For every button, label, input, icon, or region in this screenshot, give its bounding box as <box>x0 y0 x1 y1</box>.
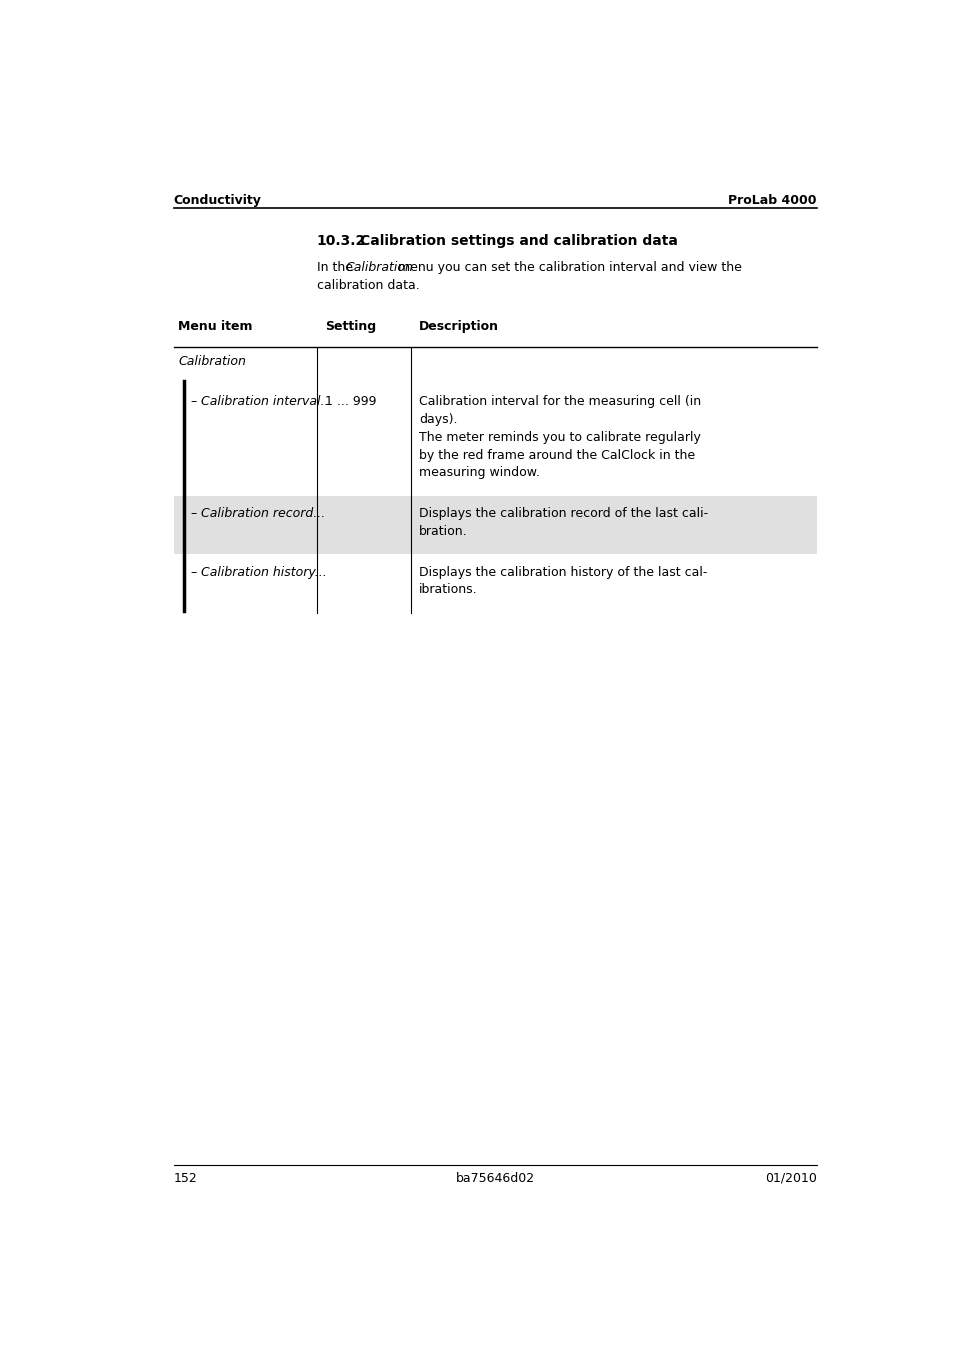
Text: 10.3.2: 10.3.2 <box>316 234 366 247</box>
Text: –: – <box>191 396 196 408</box>
Text: The meter reminds you to calibrate regularly: The meter reminds you to calibrate regul… <box>418 431 700 444</box>
Text: 152: 152 <box>173 1171 197 1185</box>
Text: Calibration interval...: Calibration interval... <box>201 396 333 408</box>
Text: –: – <box>191 566 196 578</box>
Text: Conductivity: Conductivity <box>173 193 261 207</box>
Text: by the red frame around the CalClock in the: by the red frame around the CalClock in … <box>418 449 695 462</box>
Text: Setting: Setting <box>324 320 375 332</box>
Text: bration.: bration. <box>418 524 467 538</box>
Text: 01/2010: 01/2010 <box>764 1171 816 1185</box>
Bar <box>173 496 816 554</box>
Text: ProLab 4000: ProLab 4000 <box>727 193 816 207</box>
Text: Calibration settings and calibration data: Calibration settings and calibration dat… <box>360 234 678 247</box>
Text: Calibration: Calibration <box>178 354 246 367</box>
Text: Displays the calibration history of the last cal-: Displays the calibration history of the … <box>418 566 707 578</box>
Text: measuring window.: measuring window. <box>418 466 539 480</box>
Text: In the: In the <box>316 262 356 274</box>
Text: Description: Description <box>418 320 498 332</box>
Text: menu you can set the calibration interval and view the: menu you can set the calibration interva… <box>394 262 740 274</box>
Text: Calibration: Calibration <box>346 262 414 274</box>
Text: Calibration history...: Calibration history... <box>201 566 327 578</box>
Text: Menu item: Menu item <box>178 320 253 332</box>
Text: Calibration record...: Calibration record... <box>201 507 325 520</box>
Text: Calibration interval for the measuring cell (in: Calibration interval for the measuring c… <box>418 396 700 408</box>
Text: ibrations.: ibrations. <box>418 584 477 596</box>
Text: days).: days). <box>418 413 457 426</box>
Text: Displays the calibration record of the last cali-: Displays the calibration record of the l… <box>418 507 707 520</box>
Text: ba75646d02: ba75646d02 <box>456 1171 534 1185</box>
Text: –: – <box>191 507 196 520</box>
Text: 1 ... 999: 1 ... 999 <box>324 396 375 408</box>
Text: calibration data.: calibration data. <box>316 280 419 292</box>
